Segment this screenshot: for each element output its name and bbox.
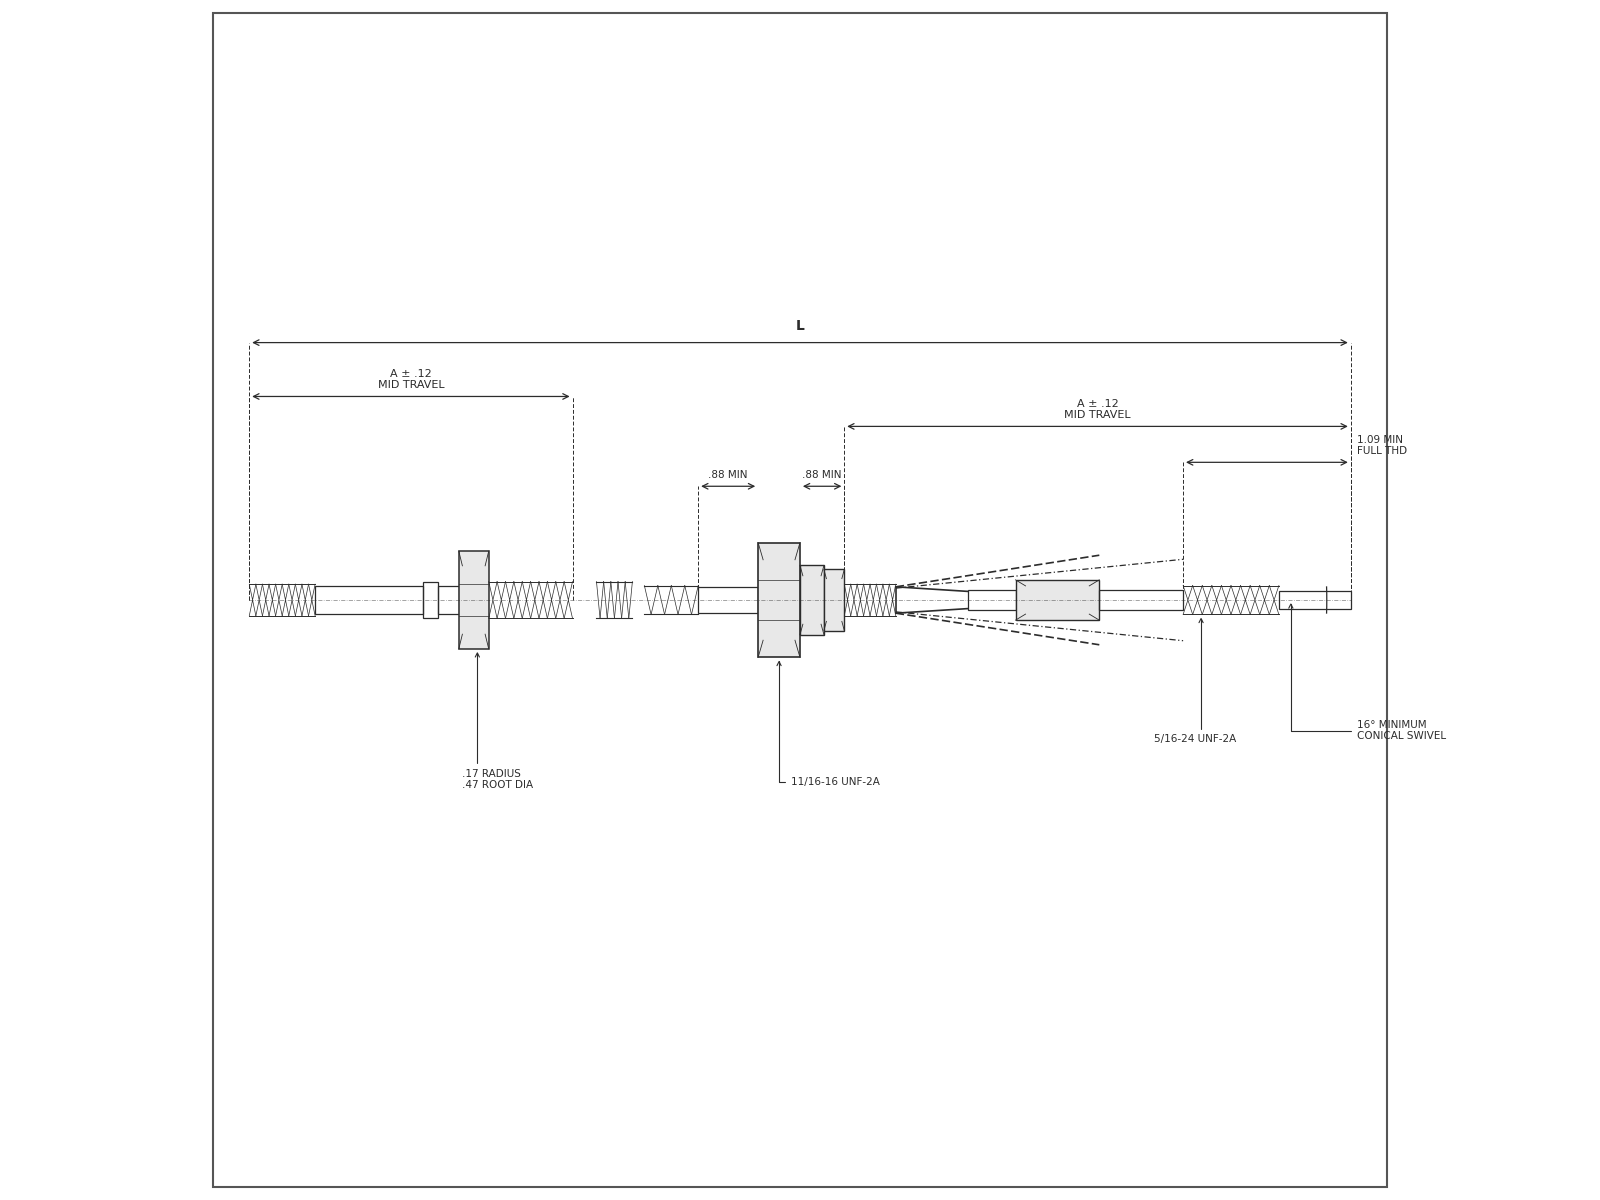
Bar (698, 587, 758, 613)
Bar (459, 551, 488, 649)
Bar (438, 586, 459, 614)
Bar (315, 586, 422, 614)
Text: 5/16-24 UNF-2A: 5/16-24 UNF-2A (1154, 618, 1237, 744)
Bar (422, 582, 438, 618)
Bar (758, 542, 800, 658)
Text: .17 RADIUS
.47 ROOT DIA: .17 RADIUS .47 ROOT DIA (462, 653, 533, 790)
Text: L: L (795, 319, 805, 334)
Bar (968, 590, 1016, 610)
Text: 1.09 MIN
FULL THD: 1.09 MIN FULL THD (1357, 434, 1406, 456)
Bar (800, 565, 824, 635)
Text: .88 MIN: .88 MIN (802, 470, 842, 480)
Text: 16° MINIMUM
CONICAL SWIVEL: 16° MINIMUM CONICAL SWIVEL (1288, 604, 1446, 742)
Bar (824, 570, 845, 630)
Bar (1099, 590, 1182, 610)
Bar (1016, 580, 1099, 620)
Text: 11/16-16 UNF-2A: 11/16-16 UNF-2A (778, 661, 880, 787)
Bar (1278, 592, 1350, 608)
Text: A ± .12
MID TRAVEL: A ± .12 MID TRAVEL (1064, 398, 1131, 420)
Text: .88 MIN: .88 MIN (709, 470, 747, 480)
Text: A ± .12
MID TRAVEL: A ± .12 MID TRAVEL (378, 368, 445, 390)
